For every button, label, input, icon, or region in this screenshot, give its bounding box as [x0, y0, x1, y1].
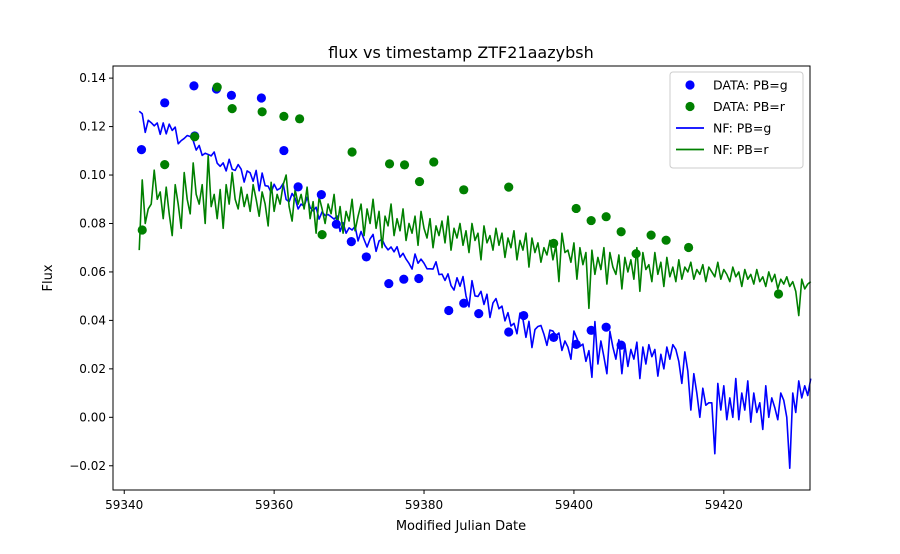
- x-axis-label: Modified Julian Date: [396, 519, 526, 534]
- y-tick-label: 0.06: [79, 265, 106, 279]
- nf-line-g: [138, 110, 812, 469]
- legend-marker: [685, 80, 695, 90]
- data-point-g: [519, 310, 529, 321]
- data-point-g: [504, 327, 514, 337]
- x-tick-label: 59380: [405, 498, 443, 512]
- x-tick-label: 59400: [555, 498, 593, 512]
- data-point-r: [661, 235, 671, 245]
- data-point-r: [295, 114, 305, 124]
- data-point-g: [279, 145, 289, 156]
- x-tick-label: 59360: [255, 498, 293, 512]
- y-tick-label: 0.02: [79, 362, 106, 376]
- axes-frame: [112, 65, 811, 491]
- data-point-g: [361, 252, 371, 262]
- data-point-g: [384, 278, 394, 289]
- data-point-g: [399, 274, 409, 284]
- legend: DATA: PB=g DATA: PB=r NF: PB=g NF: PB=r: [669, 71, 804, 169]
- data-point-g: [414, 273, 424, 284]
- y-tick-label: 0.00: [79, 410, 106, 424]
- data-point-r: [586, 215, 596, 226]
- data-point-r: [616, 227, 626, 237]
- plot-area: [136, 81, 812, 469]
- data-point-g: [616, 340, 626, 350]
- chart-title: flux vs timestamp ZTF21aazybsh: [328, 43, 593, 62]
- y-axis-label: Flux: [41, 264, 56, 291]
- data-point-r: [459, 185, 469, 195]
- legend-label: DATA: PB=g: [713, 78, 788, 93]
- y-tick-label: 0.10: [79, 168, 106, 182]
- data-point-r: [257, 107, 267, 117]
- y-tick-label: 0.08: [79, 216, 106, 230]
- data-point-r: [773, 289, 784, 299]
- data-point-g: [474, 309, 484, 319]
- data-point-r: [646, 230, 656, 240]
- data-point-r: [384, 159, 395, 169]
- data-point-r: [504, 182, 514, 192]
- data-point-g: [586, 325, 596, 335]
- data-point-g: [293, 182, 303, 192]
- legend-label: NF: PB=g: [713, 121, 771, 136]
- data-point-g: [444, 305, 454, 316]
- legend-label: NF: PB=r: [713, 142, 769, 157]
- data-point-r: [429, 157, 439, 167]
- legend-label: DATA: PB=r: [713, 99, 786, 114]
- x-axis: 59340 59360 59380 59400 59420: [105, 490, 743, 512]
- data-point-r: [317, 230, 327, 240]
- x-tick-label: 59340: [105, 498, 143, 512]
- data-point-g: [136, 144, 147, 155]
- data-point-r: [601, 212, 611, 222]
- data-point-g: [160, 98, 170, 108]
- y-axis: −0.02 0.00 0.02 0.04 0.06 0.08 0.10 0.12 0.14: [69, 71, 113, 473]
- data-point-g: [256, 93, 266, 103]
- data-point-r: [279, 111, 289, 121]
- data-point-g: [571, 339, 581, 349]
- data-point-g: [601, 322, 611, 332]
- data-point-g: [346, 237, 356, 247]
- data-point-g: [189, 81, 199, 91]
- legend-box: [669, 71, 804, 169]
- data-point-g: [226, 90, 237, 100]
- data-point-g: [549, 332, 559, 342]
- data-point-r: [212, 82, 222, 92]
- data-point-r: [631, 249, 641, 259]
- data-point-g: [316, 190, 326, 200]
- data-point-r: [549, 238, 559, 248]
- data-point-r: [414, 176, 425, 187]
- data-point-r: [190, 132, 200, 142]
- data-point-g: [459, 298, 469, 308]
- data-point-r: [571, 203, 581, 214]
- data-point-r: [347, 147, 357, 157]
- data-point-r: [227, 104, 237, 114]
- y-tick-label: 0.14: [79, 71, 106, 85]
- legend-marker: [685, 101, 695, 112]
- data-point-r: [160, 160, 170, 170]
- data-point-r: [399, 160, 410, 170]
- y-tick-label: 0.04: [79, 313, 106, 327]
- data-point-g: [331, 219, 341, 229]
- data-point-r: [683, 242, 694, 253]
- x-tick-label: 59420: [705, 498, 743, 512]
- data-point-r: [137, 225, 147, 235]
- y-tick-label: 0.12: [79, 120, 106, 134]
- y-tick-label: −0.02: [69, 459, 106, 473]
- nf-line-r: [138, 154, 812, 317]
